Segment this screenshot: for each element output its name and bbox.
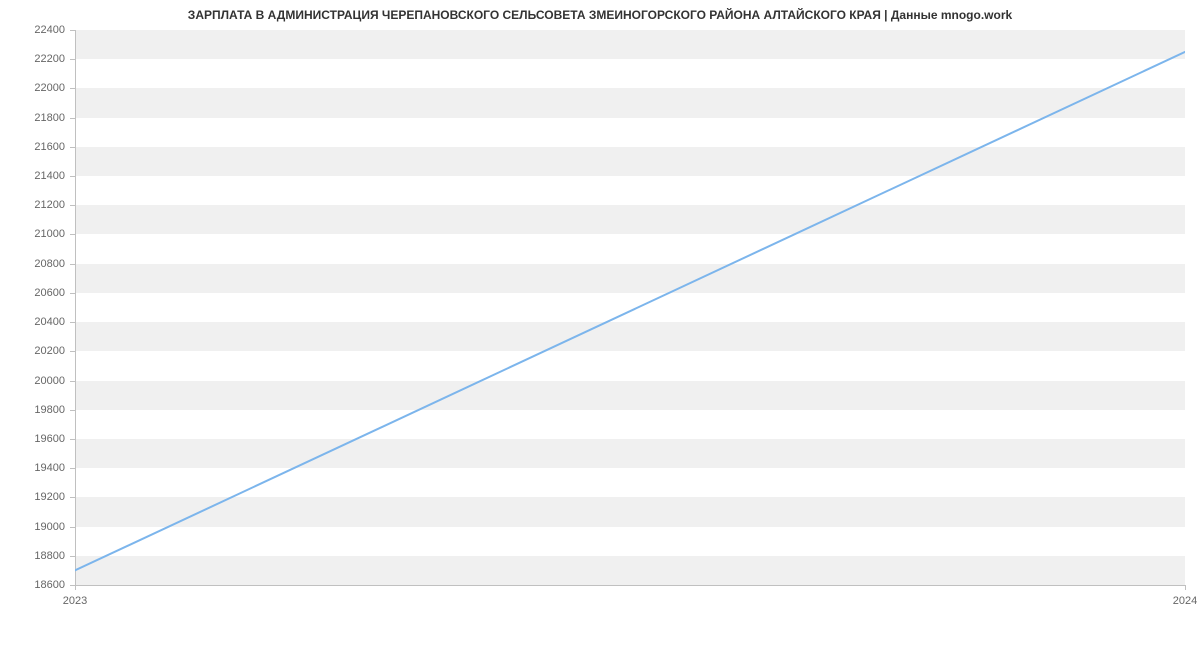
y-tick-label: 22400 bbox=[0, 24, 65, 36]
y-tick-label: 19800 bbox=[0, 404, 65, 416]
y-tick-label: 21400 bbox=[0, 170, 65, 182]
y-tick-label: 22200 bbox=[0, 53, 65, 65]
y-tick-label: 20600 bbox=[0, 287, 65, 299]
y-tick-label: 21200 bbox=[0, 199, 65, 211]
chart-title: ЗАРПЛАТА В АДМИНИСТРАЦИЯ ЧЕРЕПАНОВСКОГО … bbox=[0, 8, 1200, 22]
x-axis-line bbox=[75, 585, 1185, 586]
y-tick-label: 21800 bbox=[0, 112, 65, 124]
x-tick bbox=[1185, 585, 1186, 590]
y-tick-label: 20000 bbox=[0, 375, 65, 387]
y-tick-label: 19200 bbox=[0, 491, 65, 503]
y-tick-label: 19600 bbox=[0, 433, 65, 445]
y-tick-label: 21000 bbox=[0, 228, 65, 240]
y-tick-label: 20800 bbox=[0, 258, 65, 270]
y-tick-label: 19400 bbox=[0, 462, 65, 474]
y-tick-label: 18600 bbox=[0, 579, 65, 591]
y-tick-label: 19000 bbox=[0, 521, 65, 533]
x-tick bbox=[75, 585, 76, 590]
series-salary bbox=[75, 52, 1185, 570]
y-tick-label: 20200 bbox=[0, 345, 65, 357]
x-tick-label: 2024 bbox=[1173, 595, 1197, 607]
plot-area bbox=[75, 30, 1185, 585]
salary-line-chart: ЗАРПЛАТА В АДМИНИСТРАЦИЯ ЧЕРЕПАНОВСКОГО … bbox=[0, 0, 1200, 650]
y-tick-label: 22000 bbox=[0, 82, 65, 94]
series-line bbox=[75, 30, 1185, 585]
y-tick-label: 20400 bbox=[0, 316, 65, 328]
y-tick-label: 21600 bbox=[0, 141, 65, 153]
y-tick-label: 18800 bbox=[0, 550, 65, 562]
x-tick-label: 2023 bbox=[63, 595, 87, 607]
